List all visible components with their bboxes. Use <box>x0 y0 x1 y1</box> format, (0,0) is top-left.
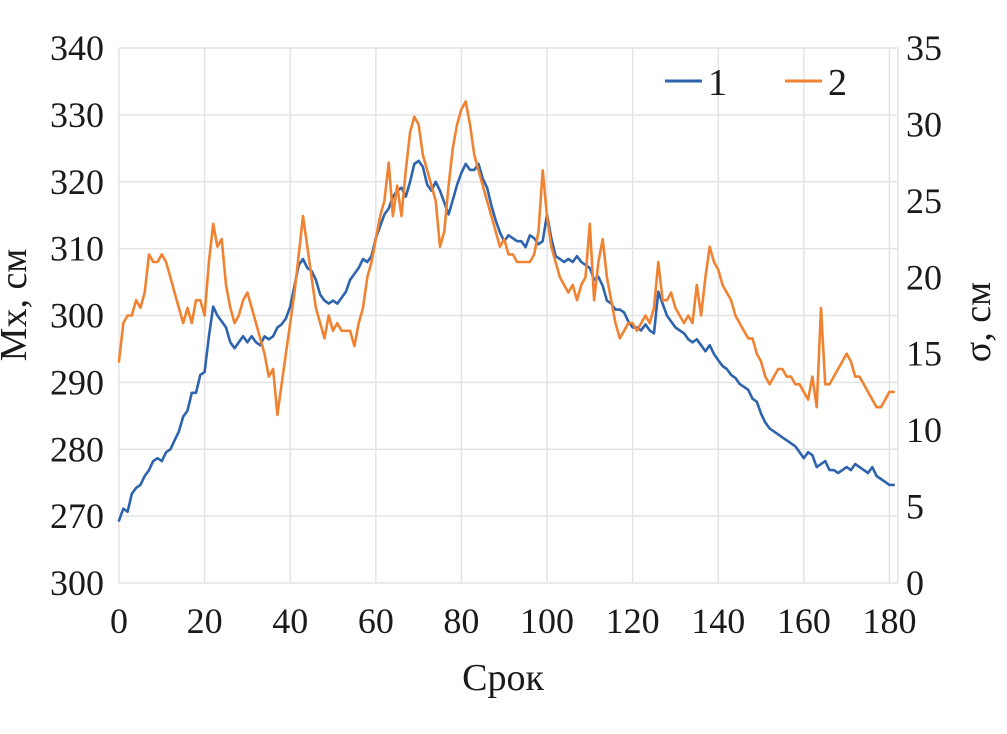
left-y-tick-label: 270 <box>50 496 104 536</box>
right-y-axis-title: σ, см <box>957 282 999 362</box>
series-line-1 <box>117 159 895 522</box>
left-y-tick-label: 300 <box>50 563 104 603</box>
left-y-tick-label: 340 <box>50 28 104 68</box>
left-y-tick-label: 290 <box>50 362 104 402</box>
x-tick-label: 180 <box>862 601 916 641</box>
left-y-tick-label: 280 <box>50 429 104 469</box>
right-y-axis: 0 5 10 15 20 25 30 35 <box>906 28 942 603</box>
left-y-axis: 300 270 280 290 300 310 320 330 340 <box>50 28 104 603</box>
legend-label-series-1: 1 <box>708 62 727 104</box>
right-y-tick-label: 25 <box>906 181 942 221</box>
left-y-tick-label: 330 <box>50 95 104 135</box>
right-y-tick-label: 20 <box>906 257 942 297</box>
x-tick-label: 120 <box>606 601 660 641</box>
x-axis-title: Срок <box>462 657 544 699</box>
x-tick-label: 20 <box>187 601 223 641</box>
right-y-tick-label: 0 <box>906 563 924 603</box>
x-axis: 0 20 40 60 80 100 120 140 160 180 <box>110 601 916 641</box>
series-lines <box>117 100 895 522</box>
x-tick-label: 160 <box>777 601 831 641</box>
right-y-tick-label: 35 <box>906 28 942 68</box>
right-y-tick-label: 30 <box>906 104 942 144</box>
right-y-tick-label: 5 <box>906 487 924 527</box>
x-tick-label: 40 <box>272 601 308 641</box>
legend: 1 2 <box>665 62 847 104</box>
left-y-tick-label: 310 <box>50 229 104 269</box>
right-y-tick-label: 15 <box>906 334 942 374</box>
x-tick-label: 0 <box>110 601 128 641</box>
left-y-tick-label: 300 <box>50 296 104 336</box>
grid <box>118 47 899 584</box>
x-tick-label: 60 <box>358 601 394 641</box>
x-tick-label: 100 <box>520 601 574 641</box>
left-y-tick-label: 320 <box>50 162 104 202</box>
left-y-axis-title: Mx, см <box>0 249 35 362</box>
x-tick-label: 140 <box>691 601 745 641</box>
series-line-2 <box>117 100 895 417</box>
x-tick-label: 80 <box>443 601 479 641</box>
legend-label-series-2: 2 <box>828 62 847 104</box>
right-y-tick-label: 10 <box>906 410 942 450</box>
